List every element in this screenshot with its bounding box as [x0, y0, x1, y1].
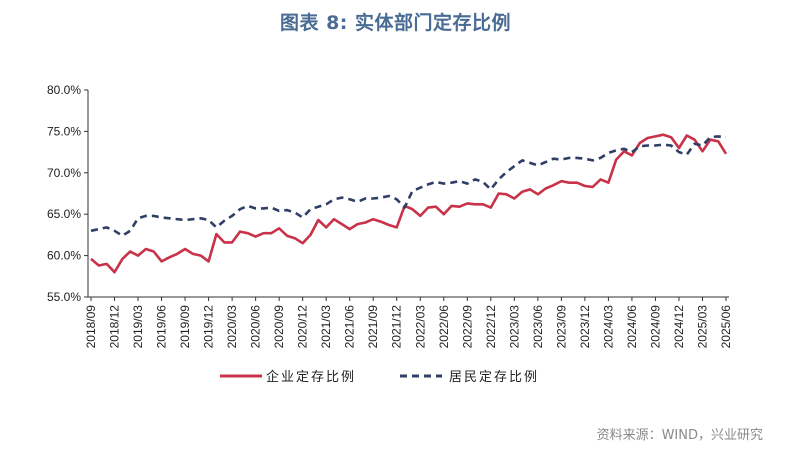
x-tick-label: 2021/09 [366, 305, 380, 349]
y-tick-label: 65.0% [47, 207, 81, 221]
x-tick-label: 2020/09 [272, 305, 286, 349]
x-tick-label: 2020/03 [225, 305, 239, 349]
y-tick-label: 55.0% [47, 290, 81, 304]
x-tick-label: 2022/09 [460, 305, 474, 349]
x-tick-label: 2021/12 [390, 305, 404, 349]
x-tick-label: 2022/12 [484, 305, 498, 349]
x-tick-label: 2019/09 [178, 305, 192, 349]
legend-label-household: 居民定存比例 [449, 370, 539, 385]
x-tick-label: 2022/06 [437, 305, 451, 349]
x-tick-label: 2022/03 [413, 305, 427, 349]
x-tick-label: 2025/06 [719, 305, 733, 349]
x-tick-label: 2024/03 [601, 305, 615, 349]
x-tick-label: 2018/09 [84, 305, 98, 349]
x-tick-label: 2021/03 [319, 305, 333, 349]
x-tick-label: 2018/12 [108, 305, 122, 349]
y-tick-label: 70.0% [47, 166, 81, 180]
chart-series [90, 133, 728, 274]
x-tick-label: 2023/09 [554, 305, 568, 349]
chart-title: 图表 8: 实体部门定存比例 [279, 12, 512, 34]
x-tick-label: 2024/12 [672, 305, 686, 349]
chart-axes: 55.0% 60.0% 65.0% 70.0% 75.0% 80.0% 2018/09 201… [47, 83, 733, 348]
x-tick-label: 2025/03 [695, 305, 709, 349]
series-line-household [90, 135, 727, 237]
x-tick-label: 2019/12 [202, 305, 216, 349]
x-tick-label: 2019/03 [131, 305, 145, 349]
series-line-enterprise [90, 133, 728, 274]
x-tick-label: 2020/12 [296, 305, 310, 349]
x-tick-label: 2023/03 [507, 305, 521, 349]
x-tick-label: 2019/06 [155, 305, 169, 349]
y-tick-label: 75.0% [47, 124, 81, 138]
chart-legend: 企业定存比例 居民定存比例 [220, 369, 539, 385]
x-tick-label: 2023/06 [531, 305, 545, 349]
legend-label-enterprise: 企业定存比例 [266, 369, 356, 385]
x-tick-label: 2020/06 [249, 305, 263, 349]
x-tick-label: 2023/12 [578, 305, 592, 349]
x-tick-label: 2021/06 [343, 305, 357, 349]
y-tick-label: 80.0% [47, 83, 81, 97]
source-note: 资料来源：WIND，兴业研究 [596, 428, 763, 443]
x-tick-label: 2024/09 [648, 305, 662, 349]
x-tick-label: 2024/06 [625, 305, 639, 349]
y-tick-label: 60.0% [47, 249, 81, 263]
